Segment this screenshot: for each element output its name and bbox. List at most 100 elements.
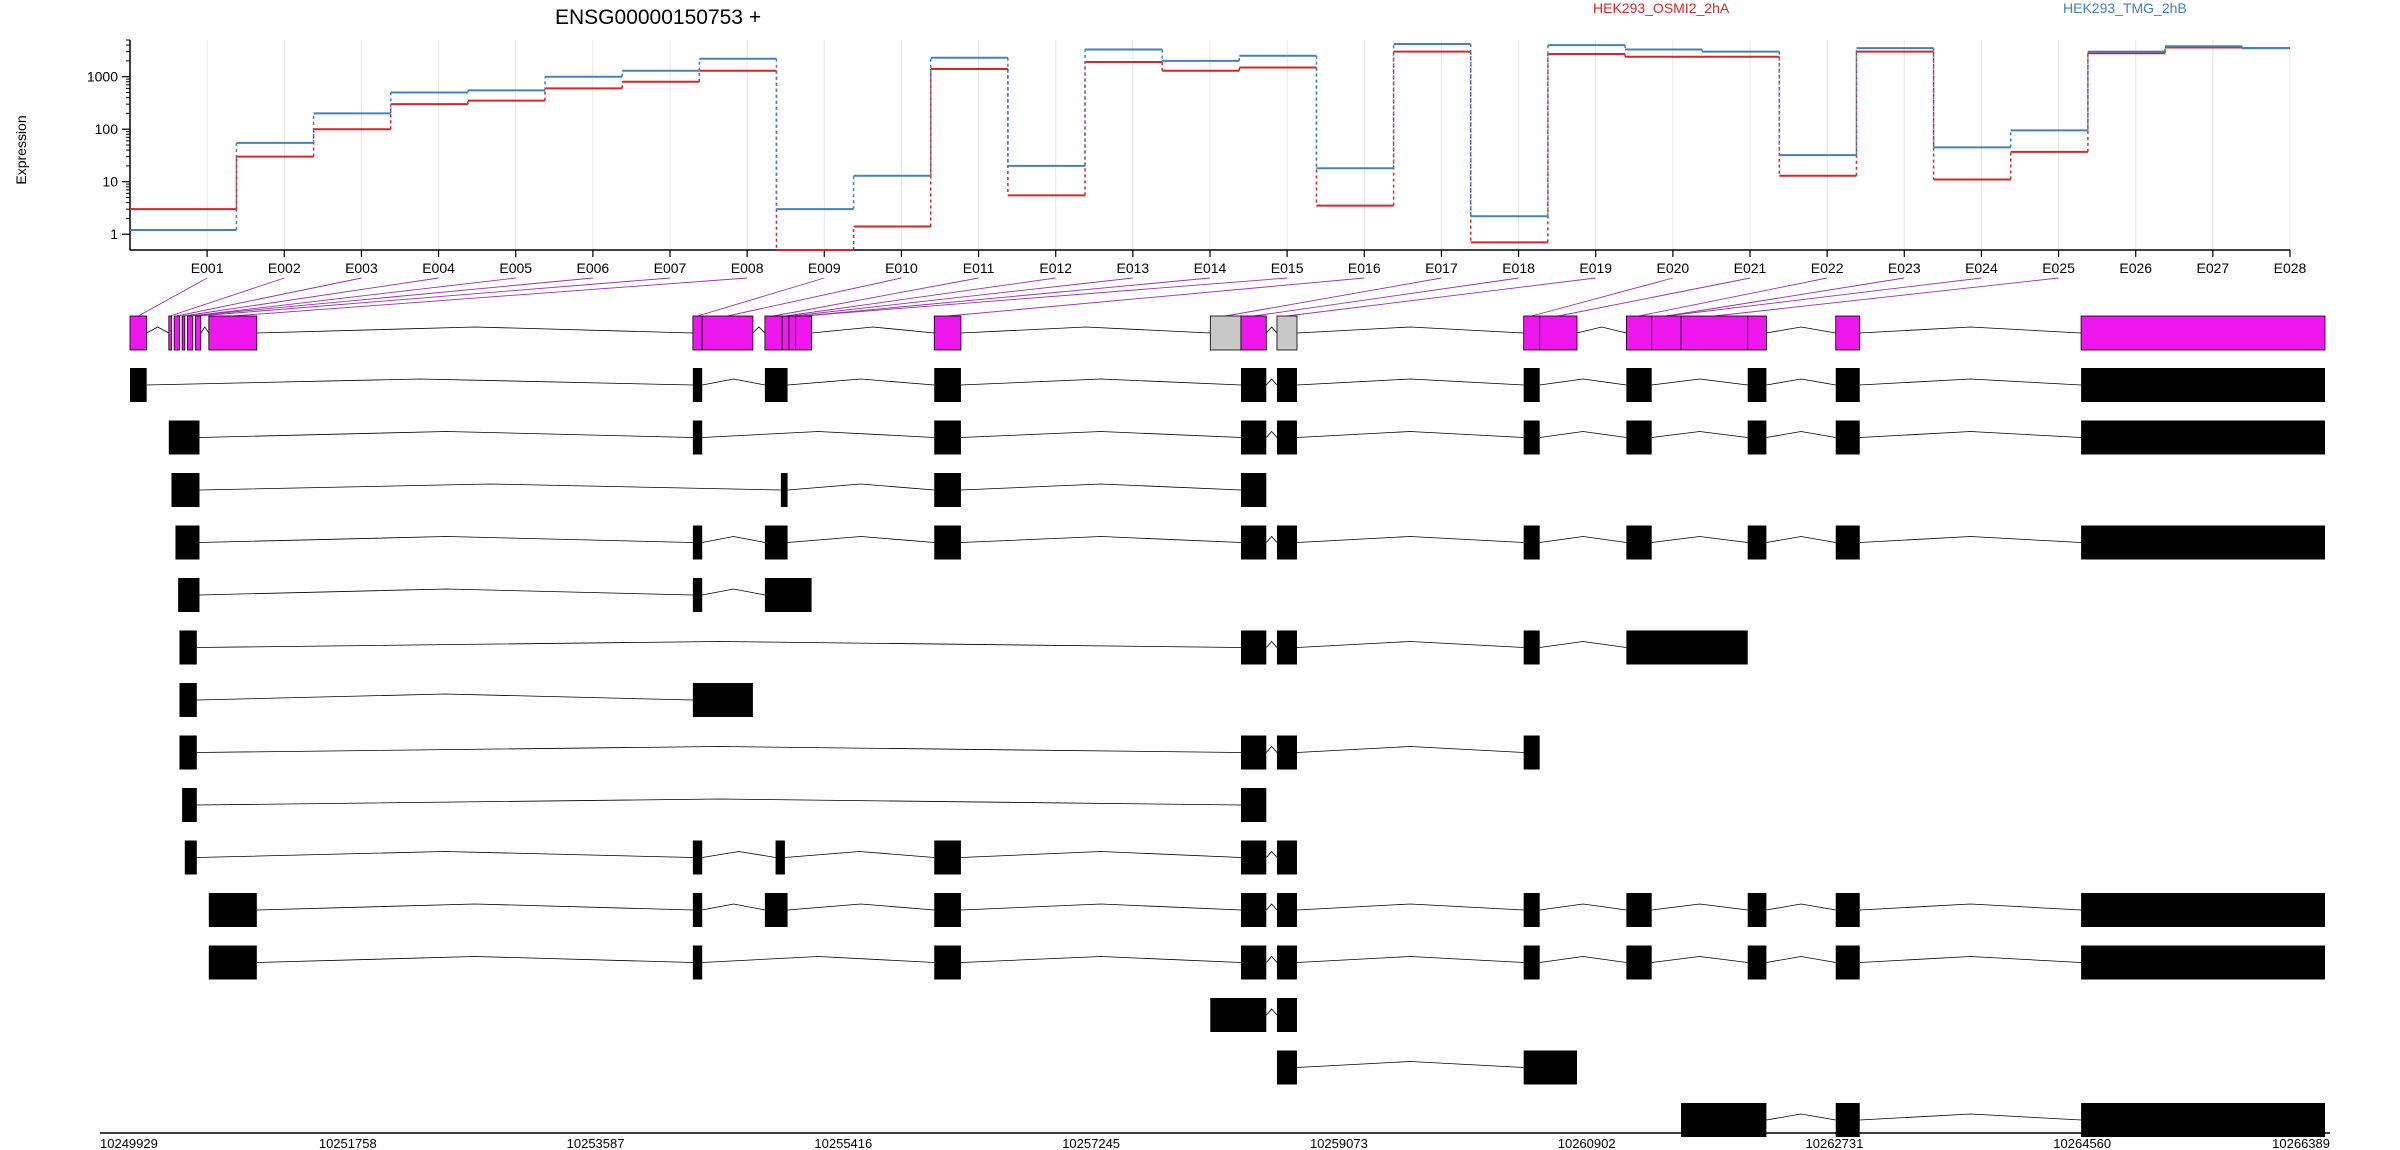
genome-tick-label: 10264560 bbox=[2053, 1136, 2111, 1150]
legend-series-osmi2: HEK293_OSMI2_2hA bbox=[1593, 0, 1730, 16]
transcript-exon bbox=[1835, 893, 1860, 927]
transcript-exon bbox=[171, 473, 200, 507]
exon-connector bbox=[190, 277, 593, 317]
exon-connector bbox=[1225, 277, 1442, 317]
transcript-exon bbox=[1276, 945, 1297, 980]
transcript-exon bbox=[692, 893, 703, 927]
genome-tick-label: 10255416 bbox=[814, 1136, 872, 1150]
transcript-exon bbox=[1523, 735, 1540, 770]
transcript-exon bbox=[1240, 525, 1267, 560]
legend-series-tmg: HEK293_TMG_2hB bbox=[2063, 0, 2187, 16]
transcript-intron bbox=[702, 903, 765, 911]
transcript-exon bbox=[1747, 420, 1767, 455]
genome-tick-label: 10249929 bbox=[100, 1136, 158, 1150]
transcript-intron bbox=[1296, 641, 1524, 648]
exon-connector bbox=[198, 277, 671, 317]
transcript-intron bbox=[1266, 430, 1278, 438]
transcript-intron bbox=[1266, 378, 1278, 386]
genome-tick-label: 10266389 bbox=[2272, 1136, 2330, 1150]
transcript-exon bbox=[182, 788, 197, 822]
transcript-exon bbox=[934, 473, 961, 507]
x-tick-label: E003 bbox=[345, 260, 378, 276]
transcript-intron bbox=[1859, 431, 2082, 438]
transcript-intron bbox=[1539, 903, 1627, 911]
exon-model-intron bbox=[146, 326, 169, 334]
transcript-exon bbox=[1523, 630, 1540, 665]
transcript-exon bbox=[764, 368, 788, 402]
exon-connector bbox=[773, 277, 979, 317]
transcript-intron bbox=[1859, 1113, 2082, 1121]
expression-axes: 1 10 100 1000 E001 E002 E003 E004 E005 E006 E007 E0… bbox=[87, 39, 2307, 276]
transcript-exon bbox=[1240, 945, 1267, 980]
transcript-exon bbox=[1626, 525, 1652, 560]
transcript-intron bbox=[1651, 536, 1748, 543]
transcript-intron bbox=[1859, 956, 2082, 963]
exon-model-block bbox=[788, 315, 796, 351]
transcript-exon bbox=[1276, 998, 1297, 1032]
transcript-intron bbox=[256, 956, 693, 963]
exon-connector bbox=[1714, 277, 2059, 317]
transcript-exon bbox=[1523, 368, 1540, 402]
transcript-row bbox=[182, 788, 1267, 822]
transcript-row bbox=[171, 473, 1267, 507]
exon-connector bbox=[232, 277, 748, 317]
transcript-intron bbox=[1296, 903, 1524, 911]
transcript-exon bbox=[764, 578, 812, 612]
exon-connector bbox=[803, 277, 1211, 317]
exon-model-block bbox=[187, 315, 194, 351]
transcript-intron bbox=[1296, 378, 1524, 386]
transcript-intron bbox=[787, 483, 935, 491]
exon-model-block bbox=[1240, 315, 1267, 351]
transcript-intron bbox=[1651, 956, 1748, 963]
exon-connector bbox=[785, 277, 1056, 317]
transcript-intron bbox=[960, 431, 1241, 438]
x-tick-label: E022 bbox=[1811, 260, 1844, 276]
transcript-intron bbox=[702, 378, 765, 386]
transcript-exon bbox=[1523, 1050, 1578, 1085]
genomic-coordinate-axis: 10249929 10251758 10253587 10255416 10257245… bbox=[100, 1132, 2330, 1150]
transcript-intron bbox=[1539, 641, 1627, 648]
genome-tick-label: 10251758 bbox=[319, 1136, 377, 1150]
transcript-intron bbox=[1266, 850, 1278, 858]
exon-connectors bbox=[138, 277, 2059, 317]
transcript-exon bbox=[934, 893, 961, 927]
transcript-intron bbox=[1539, 536, 1627, 543]
transcript-intron bbox=[1539, 956, 1627, 963]
exon-connector bbox=[176, 277, 362, 317]
transcript-row bbox=[1681, 1103, 2325, 1137]
transcript-exon bbox=[1626, 945, 1652, 980]
transcript-intron bbox=[1766, 536, 1836, 543]
transcript-row bbox=[175, 525, 2325, 560]
transcript-intron bbox=[784, 851, 935, 858]
transcript-exon bbox=[1835, 368, 1860, 402]
x-tick-label: E001 bbox=[191, 260, 224, 276]
transcript-exon bbox=[1240, 735, 1267, 770]
transcript-exon bbox=[1626, 893, 1652, 927]
transcript-row bbox=[208, 945, 2325, 980]
exon-model-block bbox=[129, 315, 148, 351]
transcript-intron bbox=[1266, 903, 1278, 911]
transcript-exon bbox=[1276, 893, 1297, 927]
transcript-intron bbox=[199, 431, 693, 438]
transcript-intron bbox=[702, 536, 765, 543]
transcript-intron bbox=[1296, 536, 1524, 543]
transcript-row bbox=[1210, 998, 1297, 1032]
transcript-exon bbox=[1747, 945, 1767, 980]
transcript-intron bbox=[787, 378, 935, 386]
x-tick-label: E005 bbox=[499, 260, 532, 276]
transcript-row bbox=[178, 578, 812, 612]
transcript-row bbox=[184, 840, 1297, 875]
x-tick-label: E008 bbox=[731, 260, 764, 276]
transcript-exon bbox=[764, 525, 788, 560]
genome-tick-label: 10262731 bbox=[1806, 1136, 1864, 1150]
x-tick-label: E016 bbox=[1348, 260, 1381, 276]
transcript-exon bbox=[179, 630, 197, 665]
transcript-intron bbox=[702, 851, 776, 858]
exon-model-intron bbox=[1296, 326, 1524, 334]
transcript-exon bbox=[1835, 945, 1860, 980]
x-tick-label: E027 bbox=[2197, 260, 2230, 276]
transcript-exon bbox=[692, 945, 703, 980]
exon-connector bbox=[803, 277, 1288, 317]
transcript-intron bbox=[196, 746, 1241, 753]
transcript-exon bbox=[1240, 473, 1267, 507]
